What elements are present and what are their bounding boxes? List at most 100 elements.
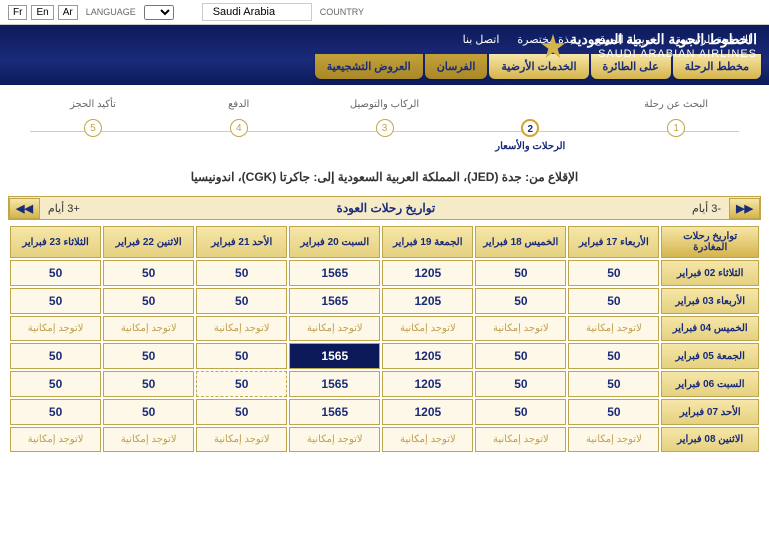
lang-en-button[interactable]: En	[31, 5, 53, 20]
fare-cell[interactable]: 50	[10, 260, 101, 286]
progress-step: تأكيد الحجز 5	[20, 99, 166, 152]
progress-steps: البحث عن رحلة12الرحلات والأسعارالركاب وا…	[0, 85, 769, 160]
country-display: Saudi Arabia	[202, 3, 312, 21]
fare-cell[interactable]: 50	[568, 260, 659, 286]
fare-cell[interactable]: 50	[10, 371, 101, 397]
return-date-header[interactable]: الخميس 18 فبراير	[475, 226, 566, 258]
fare-cell[interactable]: 50	[10, 399, 101, 425]
fare-cell[interactable]: 1205	[382, 260, 473, 286]
fare-cell[interactable]: 1565	[289, 260, 380, 286]
progress-step: الدفع 4	[166, 99, 312, 152]
fare-cell[interactable]: 1205	[382, 343, 473, 369]
progress-step: البحث عن رحلة1	[603, 99, 749, 152]
return-date-header[interactable]: الاثنين 22 فبراير	[103, 226, 194, 258]
return-date-header[interactable]: السبت 20 فبراير	[289, 226, 380, 258]
fare-cell[interactable]: 50	[103, 371, 194, 397]
language-label: LANGUAGE	[86, 7, 136, 17]
fare-cell[interactable]: 50	[568, 288, 659, 314]
depart-date-header[interactable]: السبت 06 فبراير	[661, 371, 759, 397]
date-prev-button[interactable]: ▶▶	[729, 198, 760, 219]
brand: الخطوط الجوية العربية السعودية SAUDI ARA…	[533, 31, 757, 60]
step-label: الركاب والتوصيل	[312, 99, 458, 111]
step-label: تأكيد الحجز	[20, 99, 166, 111]
fare-cell-unavailable: لاتوجد إمكانية	[10, 427, 101, 452]
fare-cell[interactable]: 50	[475, 288, 566, 314]
lang-ar-button[interactable]: Ar	[58, 5, 78, 20]
fare-cell-unavailable: لاتوجد إمكانية	[103, 427, 194, 452]
fare-cell[interactable]: 50	[196, 399, 287, 425]
fare-cell[interactable]: 50	[475, 399, 566, 425]
fare-cell[interactable]: 50	[568, 343, 659, 369]
fare-cell[interactable]: 50	[568, 399, 659, 425]
top-bar: Fr En Ar LANGUAGE Saudi Arabia COUNTRY	[0, 0, 769, 25]
fare-cell[interactable]: 50	[196, 371, 287, 397]
return-date-header[interactable]: الأحد 21 فبراير	[196, 226, 287, 258]
fare-cell[interactable]: 50	[10, 343, 101, 369]
main-tab[interactable]: الفرسان	[425, 54, 488, 79]
step-circle: 2	[521, 119, 539, 137]
depart-date-header[interactable]: الاثنين 08 فبراير	[661, 427, 759, 452]
depart-date-header[interactable]: الأحد 07 فبراير	[661, 399, 759, 425]
fare-cell[interactable]: 1565	[289, 399, 380, 425]
fare-cell[interactable]: 50	[196, 260, 287, 286]
step-label: البحث عن رحلة	[603, 99, 749, 111]
nav-link[interactable]: اتصل بنا	[455, 31, 508, 48]
return-date-header[interactable]: الأربعاء 17 فبراير	[568, 226, 659, 258]
date-nav-title: تواريخ رحلات العودة	[88, 197, 684, 219]
language-select[interactable]	[144, 5, 174, 20]
fare-cell[interactable]: 1205	[382, 288, 473, 314]
step-label: الدفع	[166, 99, 312, 111]
step-circle: 5	[84, 119, 102, 137]
fare-grid: تواريخ رحلات المغادرةالأربعاء 17 فبرايرا…	[8, 224, 761, 454]
date-plus-label: +3 أيام	[40, 202, 88, 215]
lang-fr-button[interactable]: Fr	[8, 5, 27, 20]
fare-cell[interactable]: 50	[103, 399, 194, 425]
brand-name-ar: الخطوط الجوية العربية السعودية	[570, 31, 757, 48]
fare-cell[interactable]: 50	[103, 260, 194, 286]
fare-cell[interactable]: 50	[103, 343, 194, 369]
return-date-header[interactable]: الجمعة 19 فبراير	[382, 226, 473, 258]
fare-cell[interactable]: 50	[10, 288, 101, 314]
date-minus-label: -3 أيام	[684, 202, 729, 215]
progress-step: 2الرحلات والأسعار	[457, 99, 603, 152]
step-circle: 4	[230, 119, 248, 137]
brand-name-en: SAUDI ARABIAN AIRLINES	[570, 48, 757, 60]
fare-cell[interactable]: 50	[196, 343, 287, 369]
depart-date-header[interactable]: الأربعاء 03 فبراير	[661, 288, 759, 314]
fare-cell-unavailable: لاتوجد إمكانية	[475, 427, 566, 452]
fare-cell[interactable]: 50	[475, 260, 566, 286]
airline-logo-icon	[539, 32, 567, 60]
depart-date-header[interactable]: الثلاثاء 02 فبراير	[661, 260, 759, 286]
country-label: COUNTRY	[320, 7, 364, 17]
fare-cell[interactable]: 1205	[382, 399, 473, 425]
fare-cell-unavailable: لاتوجد إمكانية	[289, 316, 380, 341]
fare-cell-unavailable: لاتوجد إمكانية	[196, 427, 287, 452]
fare-cell-unavailable: لاتوجد إمكانية	[382, 316, 473, 341]
depart-date-header[interactable]: الخميس 04 فبراير	[661, 316, 759, 341]
fare-cell[interactable]: 50	[475, 343, 566, 369]
fare-cell[interactable]: 50	[103, 288, 194, 314]
fare-cell[interactable]: 50	[475, 371, 566, 397]
fare-cell-unavailable: لاتوجد إمكانية	[382, 427, 473, 452]
fare-cell-unavailable: لاتوجد إمكانية	[10, 316, 101, 341]
return-date-header[interactable]: الثلاثاء 23 فبراير	[10, 226, 101, 258]
depart-date-header[interactable]: الجمعة 05 فبراير	[661, 343, 759, 369]
fare-cell[interactable]: 50	[196, 288, 287, 314]
fare-cell[interactable]: 1205	[382, 371, 473, 397]
fare-cell-unavailable: لاتوجد إمكانية	[196, 316, 287, 341]
date-next-button[interactable]: ◀◀	[9, 198, 40, 219]
fare-cell[interactable]: 50	[568, 371, 659, 397]
fare-cell[interactable]: 1565	[289, 343, 380, 369]
step-label	[457, 99, 603, 111]
fare-cell-unavailable: لاتوجد إمكانية	[568, 316, 659, 341]
return-date-nav: ▶▶ -3 أيام تواريخ رحلات العودة +3 أيام ◀…	[8, 196, 761, 220]
main-tab[interactable]: العروض التشجيعية	[315, 54, 423, 79]
header: الصفحة الرئيسيةخريطة الموقعنبذة مختصرةات…	[0, 25, 769, 85]
grid-corner: تواريخ رحلات المغادرة	[661, 226, 759, 258]
fare-cell-unavailable: لاتوجد إمكانية	[289, 427, 380, 452]
progress-step: الركاب والتوصيل3	[312, 99, 458, 152]
fare-cell-unavailable: لاتوجد إمكانية	[568, 427, 659, 452]
fare-cell[interactable]: 1565	[289, 371, 380, 397]
fare-cell[interactable]: 1565	[289, 288, 380, 314]
route-summary: الإقلاع من: جدة (JED)، المملكة العربية ا…	[0, 160, 769, 194]
